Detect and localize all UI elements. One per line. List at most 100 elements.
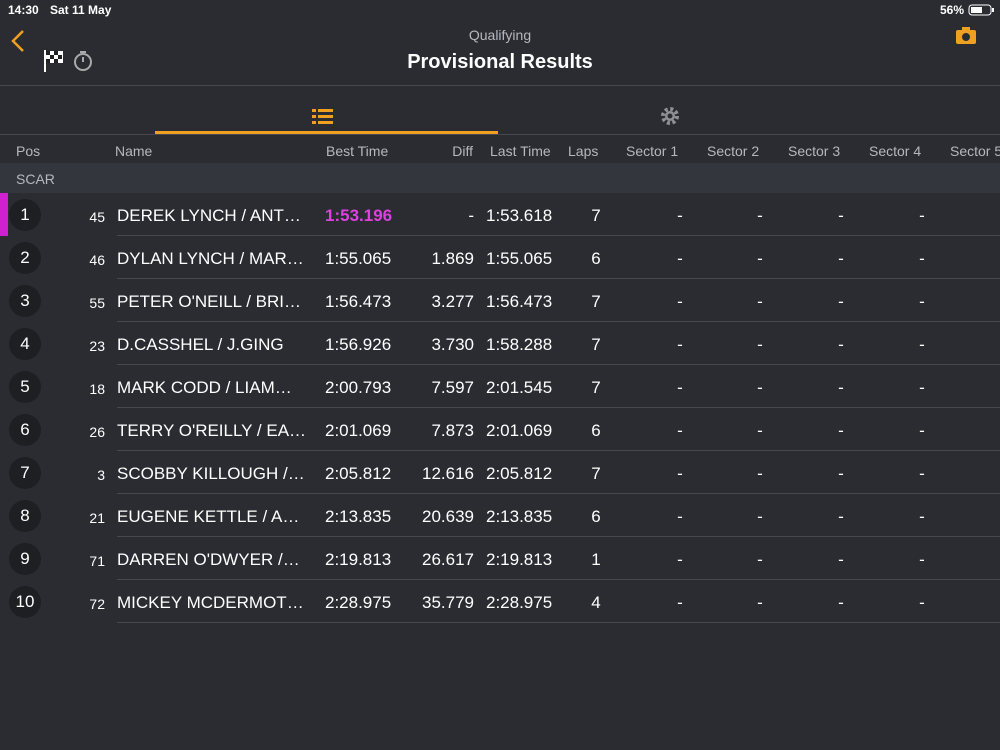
row-divider xyxy=(117,536,1000,537)
row-divider xyxy=(117,321,1000,322)
sector-4: - xyxy=(919,206,925,225)
sector-4: - xyxy=(919,593,925,612)
sector-2: - xyxy=(757,292,763,311)
driver-name: MARK CODD / LIAM… xyxy=(117,378,292,397)
driver-name: D.CASSHEL / J.GING xyxy=(117,335,284,354)
result-row[interactable]: 4 23 D.CASSHEL / J.GING 1:56.926 3.730 1:58.2… xyxy=(0,322,1000,365)
row-divider xyxy=(117,622,1000,623)
divider xyxy=(0,85,1000,86)
diff: 7.597 xyxy=(431,378,474,397)
row-divider xyxy=(117,579,1000,580)
result-row[interactable]: 8 21 EUGENE KETTLE / A… 2:13.835 20.639 2:13.… xyxy=(0,494,1000,537)
best-time: 2:28.975 xyxy=(325,593,392,612)
sector-1: - xyxy=(677,464,683,483)
position-badge: 8 xyxy=(9,500,41,532)
driver-name: SCOBBY KILLOUGH /… xyxy=(117,464,305,483)
sector-2: - xyxy=(757,206,763,225)
best-time: 2:05.812 xyxy=(325,464,392,483)
result-row[interactable]: 10 72 MICKEY MCDERMOT… 2:28.975 35.779 2:28.9… xyxy=(0,580,1000,623)
stopwatch-icon[interactable] xyxy=(72,49,96,73)
sector-2: - xyxy=(757,249,763,268)
best-time: 2:13.835 xyxy=(325,507,392,526)
laps: 4 xyxy=(591,593,601,612)
status-time: 14:30 xyxy=(8,3,39,17)
sector-4: - xyxy=(919,550,925,569)
diff: 20.639 xyxy=(422,507,474,526)
result-row[interactable]: 7 3 SCOBBY KILLOUGH /… 2:05.812 12.616 2:05.8… xyxy=(0,451,1000,494)
status-date: Sat 11 May xyxy=(50,3,112,17)
diff: 7.873 xyxy=(431,421,474,440)
column-header: Sector 4 xyxy=(869,143,922,159)
diff: 3.277 xyxy=(431,292,474,311)
column-header: Sector 1 xyxy=(626,143,679,159)
sector-3: - xyxy=(838,206,844,225)
last-time: 2:01.545 xyxy=(486,378,553,397)
laps: 7 xyxy=(591,378,601,397)
sector-1: - xyxy=(677,335,683,354)
best-time: 2:01.069 xyxy=(325,421,392,440)
car-number: 23 xyxy=(89,338,105,354)
last-time: 1:58.288 xyxy=(486,335,553,354)
header-title: Provisional Results xyxy=(407,51,593,73)
diff: 1.869 xyxy=(431,249,474,268)
camera-button[interactable] xyxy=(954,24,978,46)
group-label: SCAR xyxy=(16,171,55,187)
result-row[interactable]: 3 55 PETER O'NEILL / BRI… 1:56.473 3.277 1:56… xyxy=(0,279,1000,322)
sector-3: - xyxy=(838,507,844,526)
battery-icon xyxy=(968,4,994,16)
sector-3: - xyxy=(838,292,844,311)
results-table: Pos Name Best Time Diff Last Time Laps Sector … xyxy=(0,135,1000,625)
column-header: Pos xyxy=(16,143,41,159)
last-time: 1:55.065 xyxy=(486,249,553,268)
sector-3: - xyxy=(838,550,844,569)
column-header: Diff xyxy=(452,143,473,159)
car-number: 45 xyxy=(89,209,105,225)
sector-2: - xyxy=(757,550,763,569)
sector-1: - xyxy=(677,378,683,397)
tab-indicator xyxy=(155,131,498,134)
driver-name: DYLAN LYNCH / MAR… xyxy=(117,249,304,268)
position-badge: 9 xyxy=(9,543,41,575)
sector-3: - xyxy=(838,593,844,612)
diff: 12.616 xyxy=(422,464,474,483)
result-row[interactable]: 1 45 DEREK LYNCH / ANT… 1:53.196-1:53.618 7-… xyxy=(0,193,1000,236)
column-header: Name xyxy=(115,143,153,159)
result-row[interactable]: 5 18 MARK CODD / LIAM… 2:00.793 7.597 2:01.54… xyxy=(0,365,1000,408)
sector-1: - xyxy=(677,249,683,268)
car-number: 46 xyxy=(89,252,105,268)
car-number: 72 xyxy=(89,596,105,612)
driver-name: TERRY O'REILLY / EA… xyxy=(117,421,307,440)
last-time: 1:53.618 xyxy=(486,206,553,225)
car-number: 26 xyxy=(89,424,105,440)
car-number: 71 xyxy=(89,553,105,569)
column-header: Laps xyxy=(568,143,599,159)
sector-4: - xyxy=(919,507,925,526)
row-divider xyxy=(117,235,1000,236)
header-subtitle: Qualifying xyxy=(468,27,532,43)
column-header: Last Time xyxy=(490,143,551,159)
flag-icon[interactable] xyxy=(42,48,66,74)
sector-2: - xyxy=(757,378,763,397)
position-badge: 6 xyxy=(9,414,41,446)
car-number: 3 xyxy=(97,467,105,483)
row-divider xyxy=(117,407,1000,408)
car-number: 18 xyxy=(89,381,105,397)
sector-3: - xyxy=(838,335,844,354)
position-badge: 7 xyxy=(9,457,41,489)
settings-tab[interactable] xyxy=(659,105,681,127)
best-time: 1:56.473 xyxy=(325,292,392,311)
column-header: Sector 3 xyxy=(788,143,841,159)
sector-4: - xyxy=(919,249,925,268)
list-tab[interactable] xyxy=(311,106,335,126)
battery-level: 56% xyxy=(940,3,965,17)
result-row[interactable]: 2 46 DYLAN LYNCH / MAR… 1:55.065 1.869 1:55.0… xyxy=(0,236,1000,279)
result-row[interactable]: 9 71 DARREN O'DWYER /… 2:19.813 26.617 2:19.8… xyxy=(0,537,1000,580)
laps: 6 xyxy=(591,507,601,526)
result-row[interactable]: 6 26 TERRY O'REILLY / EA… 2:01.069 7.873 2:01… xyxy=(0,408,1000,451)
laps: 7 xyxy=(591,335,601,354)
sector-1: - xyxy=(677,550,683,569)
sector-2: - xyxy=(757,421,763,440)
laps: 6 xyxy=(591,421,601,440)
back-button[interactable] xyxy=(8,28,28,54)
